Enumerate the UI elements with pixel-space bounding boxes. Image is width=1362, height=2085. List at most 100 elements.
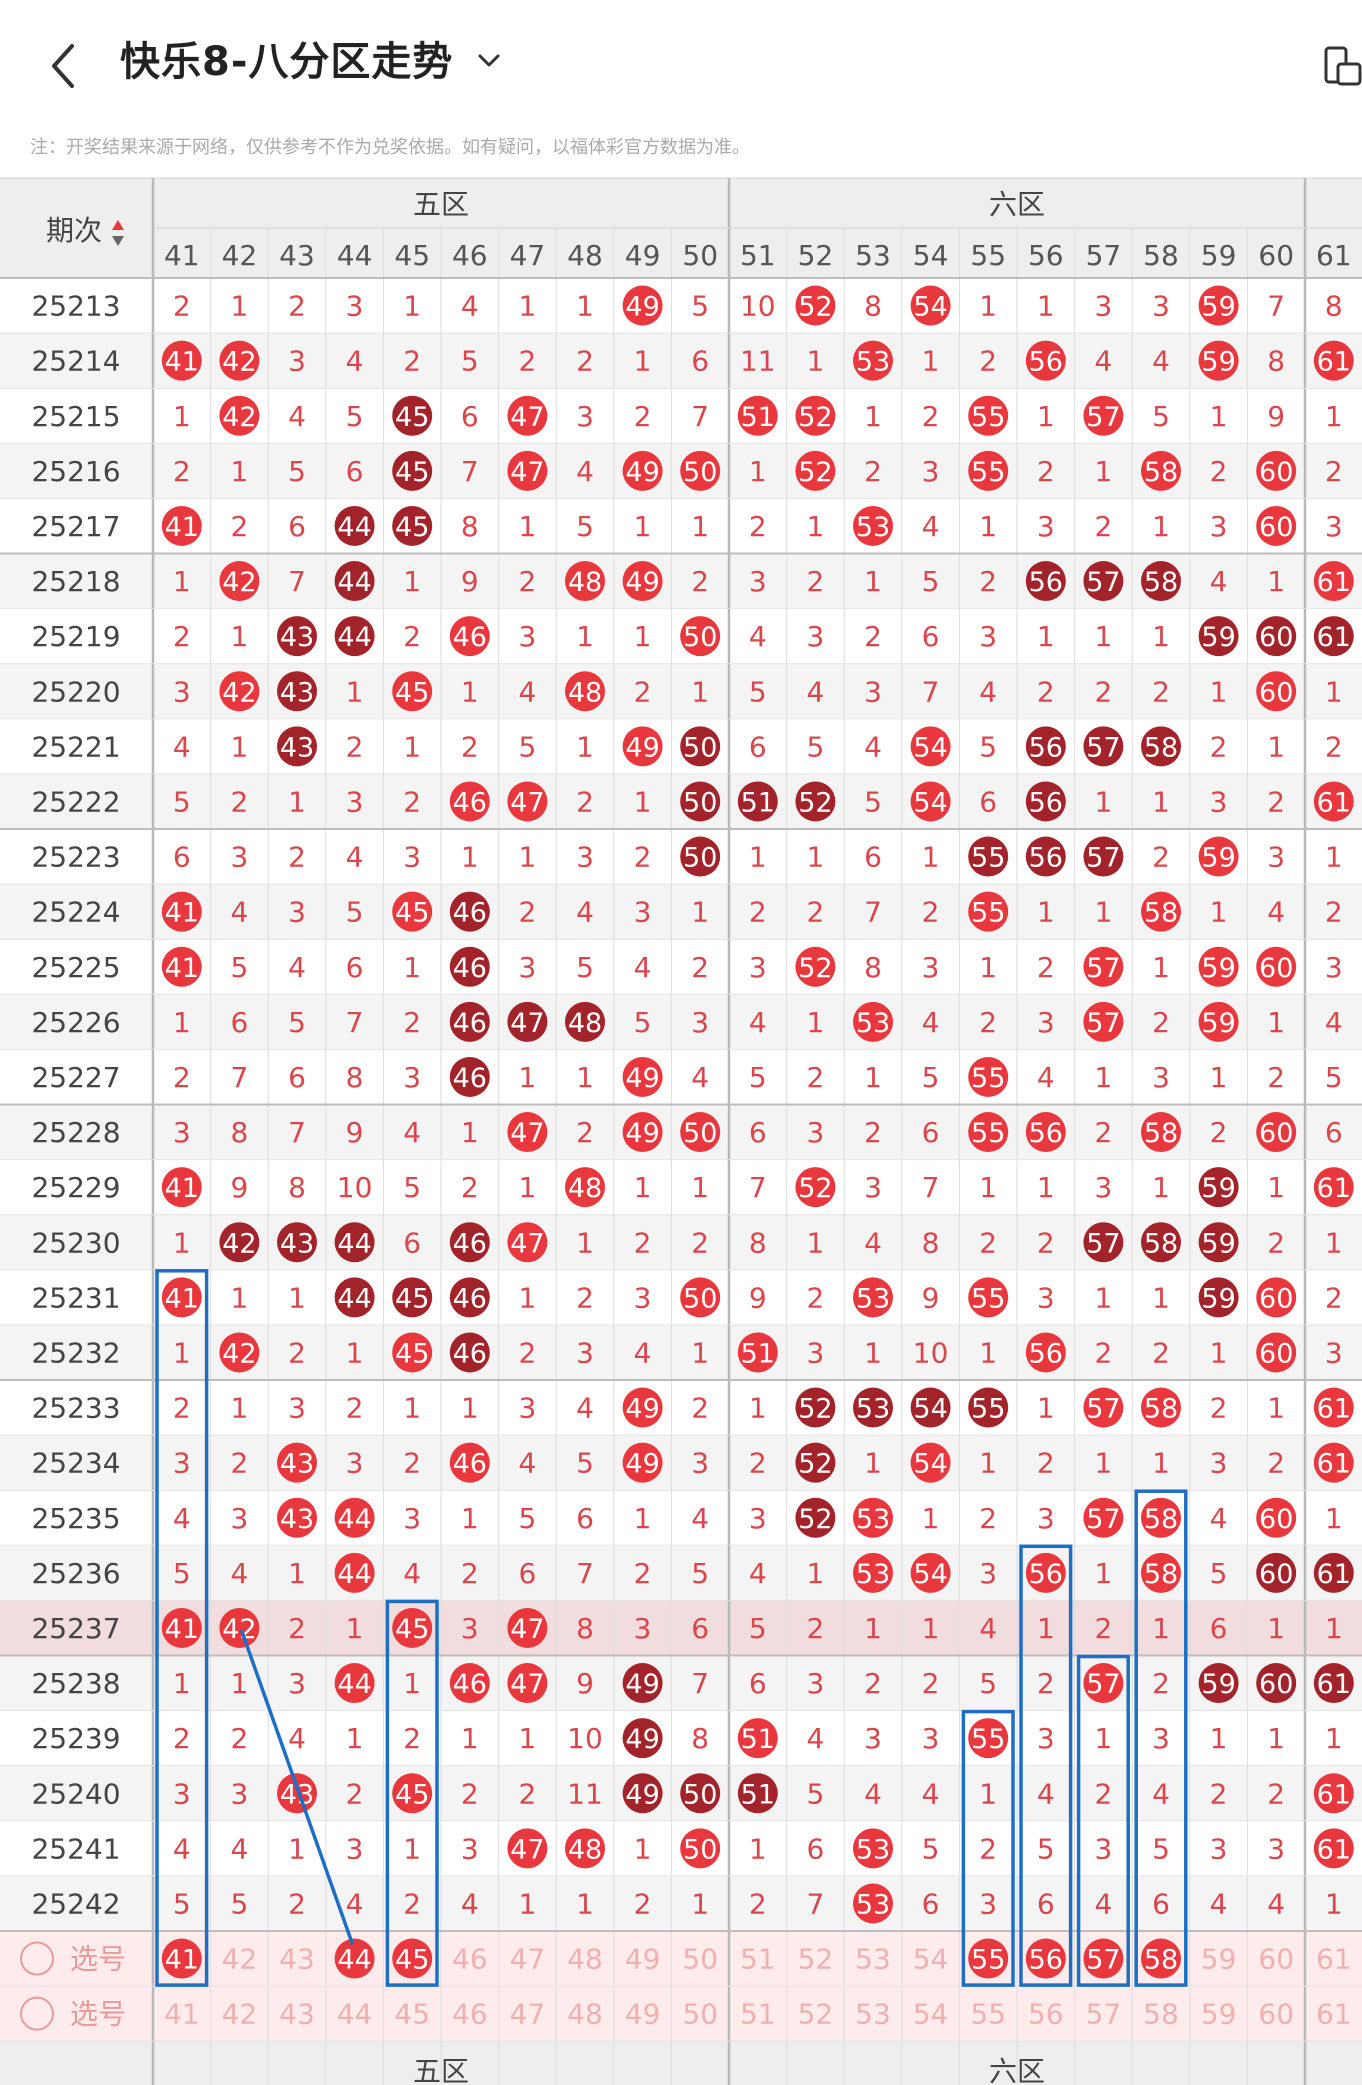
sort-updown-icon[interactable]	[112, 220, 124, 246]
select-label[interactable]: 选号	[70, 1998, 126, 2031]
select-number[interactable]: 51	[740, 1943, 776, 1976]
hit-number: 48	[568, 1834, 602, 1865]
miss-count: 1	[806, 1557, 824, 1590]
page-title[interactable]: 快乐8-八分区走势	[120, 39, 454, 85]
select-number[interactable]: 44	[337, 1998, 373, 2031]
selected-number[interactable]: 57	[1086, 1945, 1120, 1976]
select-number[interactable]: 54	[913, 1943, 949, 1976]
select-number[interactable]: 47	[510, 1943, 546, 1976]
select-number[interactable]: 52	[798, 1943, 834, 1976]
miss-count: 4	[749, 1006, 767, 1039]
select-number[interactable]: 49	[625, 1998, 661, 2031]
radio-circle-icon[interactable]	[20, 1941, 54, 1976]
select-number[interactable]: 46	[452, 1998, 488, 2031]
hit-number: 60	[1259, 512, 1293, 543]
select-number[interactable]: 57	[1086, 1998, 1122, 2031]
select-number[interactable]: 60	[1258, 1998, 1294, 2031]
selected-ball[interactable]	[1141, 1938, 1181, 1979]
select-number[interactable]: 53	[855, 1943, 891, 1976]
select-number[interactable]: 47	[510, 1998, 546, 2031]
hit-number: 58	[1144, 898, 1178, 929]
select-number[interactable]: 59	[1201, 1943, 1237, 1976]
miss-count: 1	[1094, 1722, 1112, 1755]
select-number[interactable]: 55	[970, 1998, 1006, 2031]
selected-number[interactable]: 45	[395, 1945, 429, 1976]
select-number[interactable]: 56	[1028, 1998, 1064, 2031]
column-header: 59	[1201, 239, 1237, 272]
select-number[interactable]: 42	[222, 1998, 258, 2031]
miss-count: 2	[1094, 510, 1112, 543]
selected-number[interactable]: 44	[337, 1945, 371, 1976]
miss-count: 9	[230, 1171, 248, 1204]
select-number[interactable]: 61	[1316, 1998, 1352, 2031]
radio-circle-icon[interactable]	[20, 1996, 54, 2031]
selected-ball[interactable]	[968, 1938, 1009, 1979]
select-number[interactable]: 48	[567, 1998, 603, 2031]
hit-number: 58	[1144, 1394, 1178, 1425]
column-header: 53	[855, 239, 891, 272]
miss-count: 5	[1210, 1557, 1228, 1590]
miss-count: 7	[864, 896, 882, 929]
hit-ball	[1313, 1442, 1354, 1483]
hit-number: 53	[856, 1559, 890, 1590]
miss-count: 2	[173, 455, 191, 488]
select-number[interactable]: 46	[452, 1943, 488, 1976]
select-number[interactable]: 54	[913, 1998, 949, 2031]
select-number[interactable]: 61	[1316, 1943, 1352, 1976]
miss-count: 5	[749, 675, 767, 708]
miss-count: 2	[864, 620, 882, 653]
select-number[interactable]: 41	[164, 1998, 200, 2031]
hit-number: 49	[625, 1669, 659, 1700]
miss-count: 6	[1037, 1887, 1055, 1920]
select-number[interactable]: 50	[682, 1943, 718, 1976]
select-number[interactable]: 53	[855, 1998, 891, 2031]
select-number[interactable]: 52	[798, 1998, 834, 2031]
select-number[interactable]: 43	[279, 1943, 315, 1976]
miss-count: 1	[1325, 1722, 1343, 1755]
select-row[interactable]	[0, 1986, 1362, 2042]
select-number[interactable]: 58	[1143, 1998, 1179, 2031]
select-number[interactable]: 43	[279, 1998, 315, 2031]
selected-ball[interactable]	[334, 1938, 375, 1979]
miss-count: 5	[1152, 400, 1170, 433]
selected-number[interactable]: 56	[1029, 1945, 1063, 1976]
chevron-down-icon[interactable]	[474, 46, 504, 76]
miss-count: 3	[346, 1447, 364, 1480]
select-number[interactable]: 42	[222, 1943, 258, 1976]
miss-count: 5	[288, 455, 306, 488]
select-number[interactable]: 59	[1201, 1998, 1237, 2031]
select-label[interactable]: 选号	[70, 1943, 126, 1976]
miss-count: 8	[1325, 290, 1343, 323]
miss-count: 2	[461, 1557, 479, 1590]
selected-ball[interactable]	[161, 1938, 202, 1979]
device-switch-icon[interactable]	[1322, 46, 1362, 86]
period-header[interactable]: 期次	[46, 214, 102, 247]
hit-number: 57	[1086, 402, 1120, 433]
selected-ball[interactable]	[1025, 1938, 1066, 1979]
hit-number: 59	[1201, 622, 1235, 653]
chevron-left-icon[interactable]	[38, 34, 88, 94]
selected-number[interactable]: 41	[165, 1945, 199, 1976]
miss-count: 1	[979, 1777, 997, 1810]
miss-count: 3	[173, 675, 191, 708]
miss-count: 7	[806, 1887, 824, 1920]
hit-number: 55	[971, 898, 1005, 929]
select-number[interactable]: 45	[394, 1998, 430, 2031]
select-number[interactable]: 50	[682, 1998, 718, 2031]
selected-number[interactable]: 58	[1144, 1945, 1178, 1976]
miss-count: 5	[576, 951, 594, 984]
selected-number[interactable]: 55	[971, 1945, 1005, 1976]
select-number[interactable]: 48	[567, 1943, 603, 1976]
miss-count: 2	[749, 1447, 767, 1480]
hit-number: 52	[798, 292, 832, 323]
miss-count: 2	[173, 290, 191, 323]
selected-ball[interactable]	[1083, 1938, 1124, 1979]
hit-number: 61	[1317, 787, 1351, 818]
miss-count: 6	[230, 1006, 248, 1039]
select-number[interactable]: 51	[740, 1998, 776, 2031]
miss-count: 1	[922, 345, 940, 378]
hit-ball	[277, 1773, 317, 1814]
select-number[interactable]: 60	[1258, 1943, 1294, 1976]
select-number[interactable]: 49	[625, 1943, 661, 1976]
selected-ball[interactable]	[392, 1938, 433, 1979]
